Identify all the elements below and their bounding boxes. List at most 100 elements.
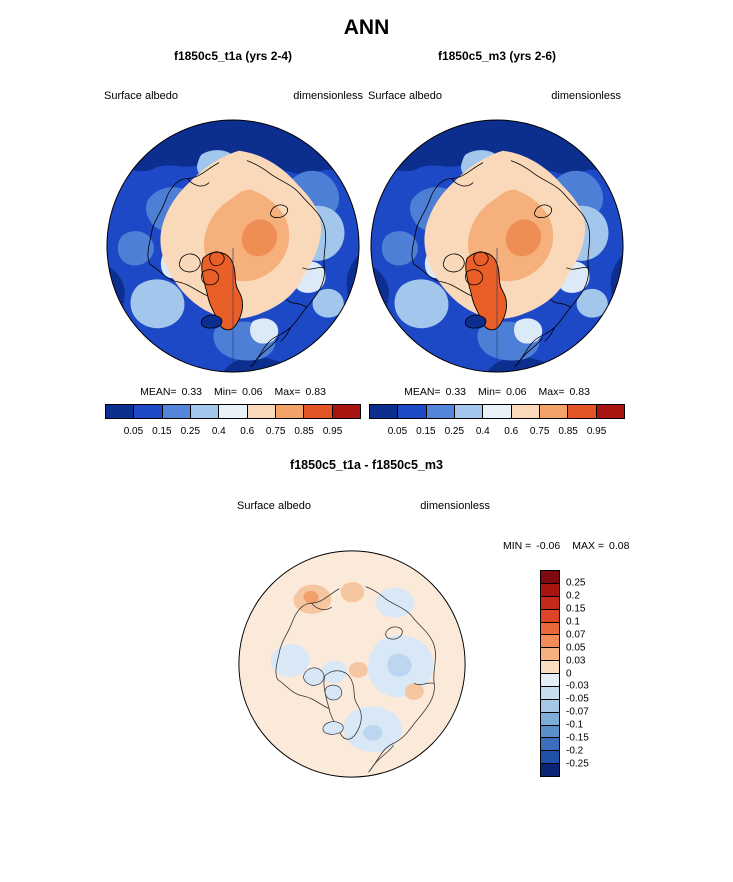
colorbar-tick-label: -0.15 <box>566 732 589 744</box>
diff-range: MIN = -0.06 MAX = 0.08 <box>503 540 629 552</box>
diff-title: f1850c5_t1a - f1850c5_m3 <box>290 458 443 472</box>
panel1-colorbar-ticks: 0.05 0.15 0.25 0.4 0.6 0.75 0.85 0.95 <box>105 426 361 438</box>
diff-max-label: MAX = <box>572 540 605 552</box>
colorbar-segment <box>541 763 559 776</box>
colorbar-segment <box>541 608 559 622</box>
panel1-polar-map <box>104 117 362 375</box>
map-border <box>370 119 624 373</box>
figure-title: ANN <box>343 16 390 39</box>
max-value: 0.83 <box>569 386 590 398</box>
colorbar-segment <box>541 582 559 596</box>
colorbar-segment <box>189 405 219 418</box>
min-value: 0.06 <box>506 386 527 398</box>
map-border <box>238 550 466 778</box>
colorbar-segment <box>161 405 190 418</box>
panel2-colorbar <box>369 404 625 419</box>
colorbar-segment <box>541 685 559 699</box>
colorbar-tick-label: -0.05 <box>566 693 589 705</box>
panel2-units-label: dimensionless <box>551 90 621 102</box>
colorbar-segment <box>541 750 559 764</box>
colorbar-segment <box>453 405 483 418</box>
diff-polar-map <box>236 548 468 780</box>
colorbar-segment <box>541 737 559 751</box>
colorbar-segment <box>541 660 559 673</box>
diff-variable-label: Surface albedo <box>237 500 311 512</box>
max-value: 0.83 <box>305 386 326 398</box>
panel1-variable-label: Surface albedo <box>104 90 178 102</box>
min-label: Min= <box>478 386 502 398</box>
colorbar-segment <box>595 405 624 418</box>
colorbar-segment <box>541 571 559 583</box>
panel2-title: f1850c5_m3 (yrs 2-6) <box>437 49 557 63</box>
colorbar-segment <box>370 405 398 418</box>
colorbar-tick-label: 0.07 <box>566 629 586 641</box>
max-label: Max= <box>538 386 565 398</box>
stronger-negative-patches <box>362 653 412 741</box>
diff-colorbar <box>540 570 560 777</box>
colorbar-tick-label: 0.95 <box>586 426 607 437</box>
colorbar-segment <box>541 698 559 712</box>
colorbar-tick-label: -0.2 <box>566 745 584 757</box>
colorbar-tick-label: 0.4 <box>475 426 490 437</box>
diff-units-label: dimensionless <box>420 500 490 512</box>
colorbar-tick-label: 0.85 <box>294 426 314 437</box>
colorbar-tick-label: -0.07 <box>566 706 589 718</box>
colorbar-tick-label: 0.15 <box>416 426 436 437</box>
panel1-units-label: dimensionless <box>293 90 363 102</box>
colorbar-segment <box>303 405 332 418</box>
diff-colorbar-ticks: 0.25 0.2 0.15 0.1 0.07 0.05 0.03 0 -0.03 -0.05 -0.… <box>566 570 610 777</box>
diff-min-label: MIN = <box>503 540 532 552</box>
panel2-stats: MEAN= 0.33 Min= 0.06 Max= 0.83 <box>368 386 626 398</box>
min-label: Min= <box>214 386 238 398</box>
iceland <box>464 314 487 329</box>
colorbar-segment <box>541 621 559 635</box>
colorbar-tick-label: 0.25 <box>566 577 586 589</box>
colorbar-segment <box>218 405 247 418</box>
map-border <box>106 119 360 373</box>
colorbar-segment <box>541 634 559 648</box>
colorbar-tick-label: 0.4 <box>211 426 226 437</box>
ice-cap-core <box>505 219 541 257</box>
colorbar-tick-label: 0.75 <box>265 426 286 437</box>
mean-label: MEAN= <box>140 386 177 398</box>
mean-value: 0.33 <box>181 386 202 398</box>
colorbar-tick-label: 0 <box>566 668 572 679</box>
colorbar-tick-label: 0.25 <box>444 426 465 437</box>
colorbar-segment <box>541 647 559 661</box>
colorbar-segment <box>567 405 596 418</box>
diff-min-value: -0.06 <box>536 540 561 552</box>
max-label: Max= <box>274 386 301 398</box>
diff-field-row: Surface albedo dimensionless <box>237 500 490 512</box>
colorbar-segment <box>541 595 559 609</box>
colorbar-tick-label: 0.85 <box>558 426 578 437</box>
colorbar-tick-label: -0.1 <box>566 719 584 731</box>
colorbar-tick-label: 0.6 <box>504 426 519 437</box>
colorbar-segment <box>106 405 134 418</box>
panel1-stats: MEAN= 0.33 Min= 0.06 Max= 0.83 <box>104 386 362 398</box>
panel2-colorbar-ticks: 0.05 0.15 0.25 0.4 0.6 0.75 0.85 0.95 <box>369 426 625 438</box>
mean-value: 0.33 <box>445 386 466 398</box>
strong-positive-spot <box>303 590 319 604</box>
panel1-field-row: Surface albedo dimensionless <box>104 90 363 102</box>
colorbar-segment <box>482 405 511 418</box>
panel2-field-row: Surface albedo dimensionless <box>368 90 621 102</box>
colorbar-segment <box>397 405 426 418</box>
panel1-title: f1850c5_t1a (yrs 2-4) <box>173 49 293 63</box>
colorbar-tick-label: 0.03 <box>566 655 586 667</box>
colorbar-segment <box>274 405 304 418</box>
colorbar-segment <box>425 405 454 418</box>
colorbar-tick-label: 0.15 <box>152 426 172 437</box>
colorbar-tick-label: 0.05 <box>566 642 586 654</box>
colorbar-segment <box>541 673 559 686</box>
colorbar-segment <box>510 405 539 418</box>
polar-map-graphic <box>238 550 466 778</box>
mean-label: MEAN= <box>404 386 441 398</box>
archipelago-islands <box>303 667 344 735</box>
colorbar-segment <box>541 711 559 725</box>
colorbar-segment <box>133 405 162 418</box>
panel2-polar-map <box>368 117 626 375</box>
coastlines <box>275 586 436 773</box>
colorbar-tick-label: 0.05 <box>123 426 144 437</box>
iceland <box>200 314 223 329</box>
